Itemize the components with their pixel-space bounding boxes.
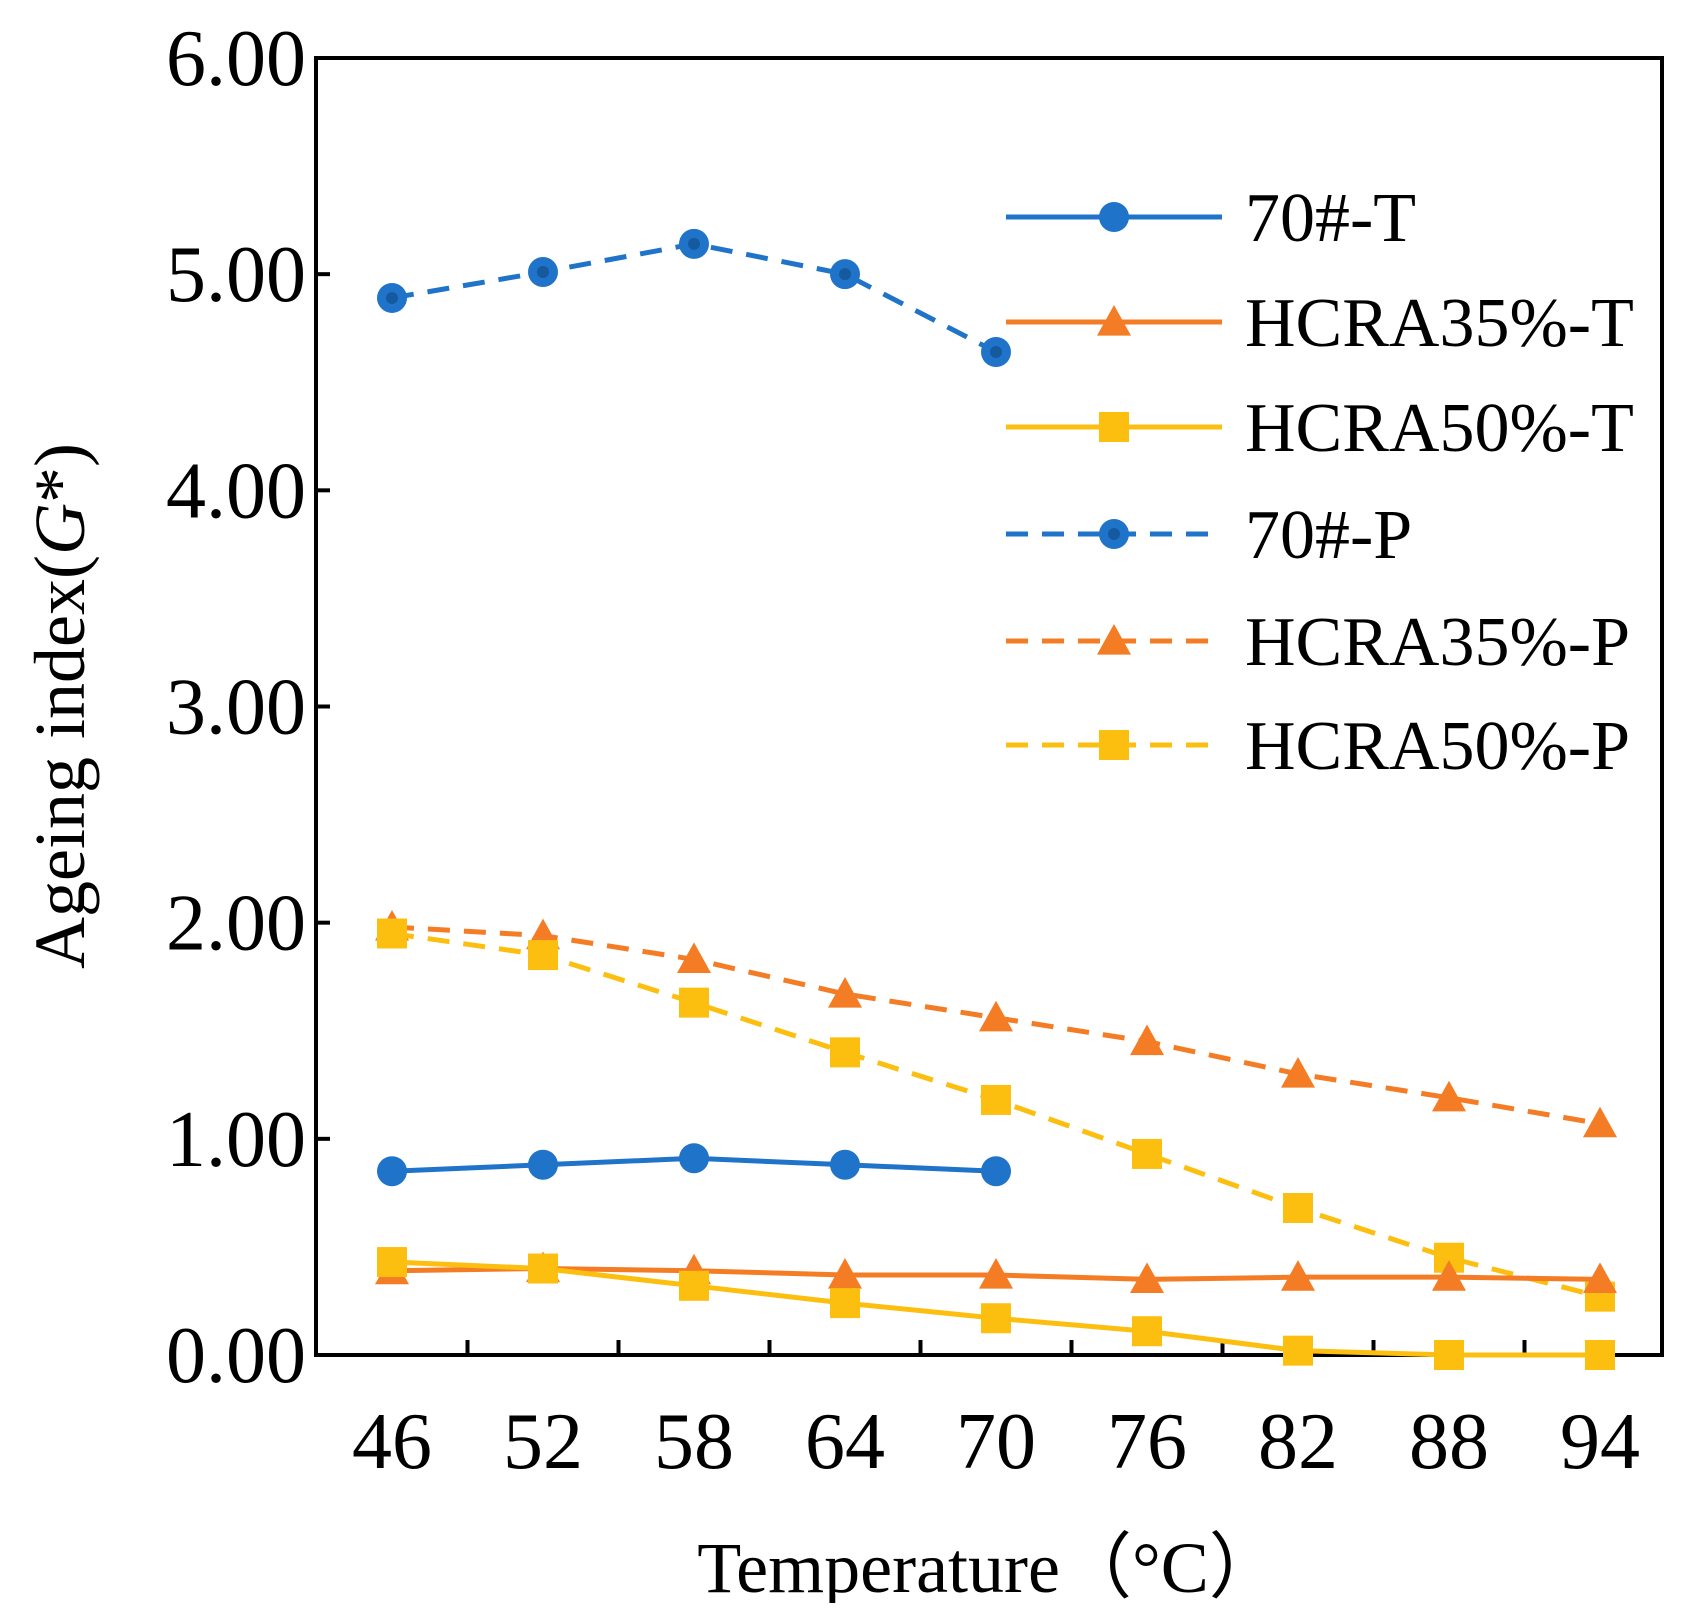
x-tick-label: 70	[956, 1398, 1036, 1486]
legend-item: 70#-T	[1006, 180, 1416, 257]
x-axis-title: Temperature（°C）	[697, 1528, 1281, 1603]
legend-label: HCRA35%-T	[1245, 285, 1634, 362]
data-point	[828, 1258, 862, 1289]
data-point	[528, 940, 558, 971]
series-70#-P	[377, 228, 1011, 367]
data-point	[1283, 1335, 1313, 1366]
y-tick-label: 2.00	[166, 880, 306, 968]
legend-label: 70#-T	[1245, 180, 1416, 257]
data-point	[679, 987, 709, 1018]
legend-marker	[1097, 624, 1131, 655]
x-tick-label: 76	[1107, 1398, 1187, 1486]
y-axis-title-italic: G	[20, 503, 100, 555]
data-point	[830, 1037, 860, 1068]
y-axis-title-prefix: Ageing index(	[20, 555, 100, 969]
series-HCRA50%-P	[377, 918, 1615, 1312]
data-point	[828, 977, 862, 1008]
data-point	[679, 1143, 709, 1174]
data-point	[1283, 1193, 1313, 1224]
legend: 70#-T HCRA35%-T HCRA50%-T 70#-P HCRA35%-P HCR…	[1006, 180, 1634, 785]
y-tick-label: 0.00	[166, 1312, 306, 1400]
data-point	[1132, 1316, 1162, 1347]
data-point	[1130, 1024, 1164, 1056]
data-point	[528, 1253, 558, 1284]
x-tick-label: 88	[1409, 1398, 1489, 1486]
data-point-center	[839, 268, 851, 281]
data-point	[1434, 1340, 1464, 1370]
legend-item: HCRA35%-P	[1006, 604, 1630, 681]
legend-marker	[1097, 305, 1131, 336]
data-point-center	[990, 345, 1002, 358]
data-point	[377, 1247, 407, 1278]
data-point	[377, 1156, 407, 1187]
x-tick-label: 58	[654, 1398, 734, 1486]
data-point	[528, 1149, 558, 1180]
data-point	[1583, 1262, 1617, 1293]
legend-marker	[1099, 202, 1129, 232]
series-line	[391, 924, 1601, 1127]
data-point	[1281, 1056, 1315, 1088]
data-point	[981, 1084, 1011, 1115]
x-tick-label: 64	[805, 1398, 885, 1486]
data-point	[1130, 1262, 1164, 1293]
data-point	[677, 942, 711, 974]
data-point	[830, 1149, 860, 1180]
data-point	[1585, 1340, 1615, 1370]
legend-marker-center	[1108, 528, 1120, 540]
y-tick-label: 6.00	[166, 15, 306, 103]
x-tick-label: 82	[1258, 1398, 1338, 1486]
data-point	[830, 1288, 860, 1319]
legend-marker	[1099, 730, 1129, 760]
legend-label: HCRA35%-P	[1245, 604, 1630, 681]
data-point	[1281, 1260, 1315, 1291]
legend-label: HCRA50%-P	[1245, 708, 1630, 785]
ticks-layer: 0.00 1.00 2.00 3.00 4.00 5.00 6.00 46 52 58 64 70 76…	[166, 15, 1640, 1486]
y-axis-title-suffix: *)	[20, 443, 100, 503]
y-tick-label: 3.00	[166, 664, 306, 752]
legend-item: HCRA50%-T	[1006, 390, 1634, 467]
data-point	[979, 1000, 1013, 1032]
y-tick-label: 1.00	[166, 1096, 306, 1184]
y-tick-label: 4.00	[166, 447, 306, 535]
legend-label: HCRA50%-T	[1245, 390, 1634, 467]
data-point-center	[386, 291, 398, 304]
data-point	[981, 1156, 1011, 1187]
data-point-center	[537, 266, 549, 279]
y-tick-label: 5.00	[166, 231, 306, 319]
data-point	[981, 1303, 1011, 1334]
x-tick-label: 46	[352, 1398, 432, 1486]
series-line	[391, 241, 998, 355]
data-point	[1432, 1260, 1466, 1291]
legend-item: 70#-P	[1006, 497, 1412, 574]
data-point	[1432, 1080, 1466, 1112]
data-point	[377, 918, 407, 949]
data-point	[1132, 1138, 1162, 1169]
data-point	[1583, 1106, 1617, 1138]
series-HCRA50%-T	[377, 1247, 1615, 1370]
x-tick-label: 94	[1560, 1398, 1640, 1486]
data-point	[679, 1270, 709, 1301]
series-70#-T	[377, 1143, 1011, 1187]
y-axis-title: Ageing index(G*)	[20, 443, 100, 969]
series-layer	[375, 228, 1617, 1370]
legend-marker	[1099, 412, 1129, 442]
legend-item: HCRA50%-P	[1006, 708, 1630, 785]
data-point	[979, 1258, 1013, 1289]
series-line	[391, 931, 1601, 1300]
data-point-center	[688, 237, 700, 250]
legend-item: HCRA35%-T	[1006, 285, 1634, 362]
legend-label: 70#-P	[1245, 497, 1412, 574]
x-tick-label: 52	[503, 1398, 583, 1486]
